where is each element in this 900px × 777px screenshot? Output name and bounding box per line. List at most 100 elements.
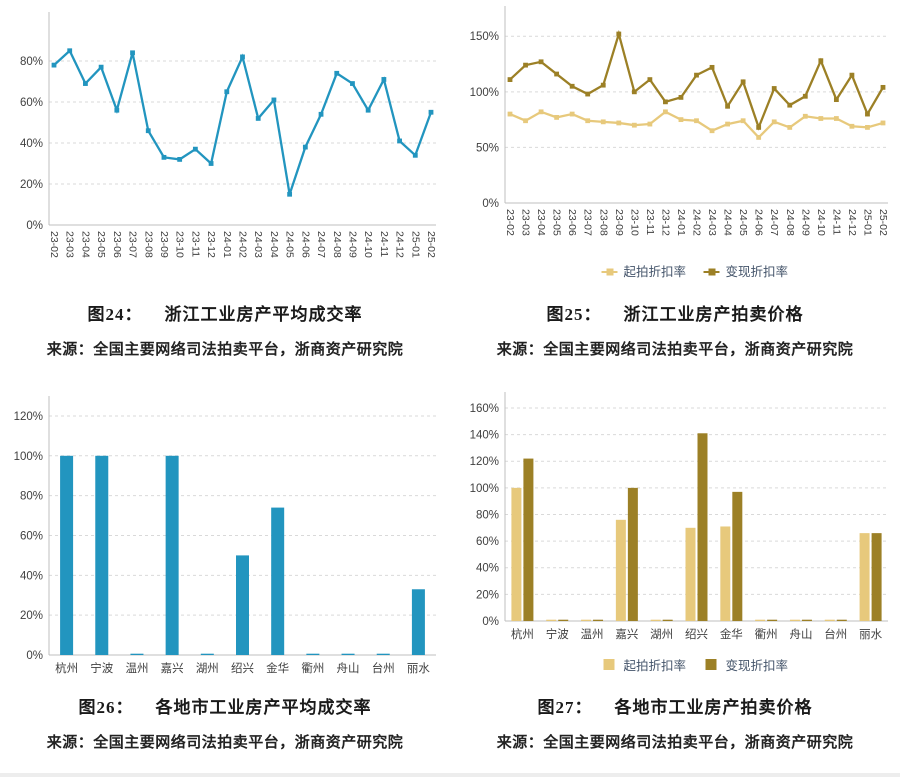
bar bbox=[376, 653, 390, 655]
x-tick-label: 23-10 bbox=[173, 231, 185, 258]
x-tick-label: 23-11 bbox=[643, 209, 655, 235]
figure-source-25: 来源：全国主要网络司法拍卖平台，浙商资产研究院 bbox=[496, 342, 854, 358]
y-tick-label: 0% bbox=[482, 198, 499, 210]
y-tick-label: 50% bbox=[475, 142, 498, 154]
x-tick-label: 23-07 bbox=[126, 231, 138, 258]
line-series bbox=[52, 48, 432, 195]
data-point-marker bbox=[522, 62, 528, 68]
x-tick-label: 23-12 bbox=[659, 209, 671, 236]
y-tick-label: 80% bbox=[19, 491, 42, 503]
x-tick-label: 湖州 bbox=[650, 627, 673, 641]
x-tick-label: 24-12 bbox=[845, 209, 857, 236]
data-point-marker bbox=[113, 107, 119, 113]
x-tick-label: 丽水 bbox=[859, 628, 882, 641]
x-tick-label: 23-06 bbox=[566, 209, 578, 236]
data-point-marker bbox=[302, 144, 308, 150]
y-tick-label: 100% bbox=[13, 451, 42, 463]
x-tick-label: 温州 bbox=[125, 661, 148, 675]
x-tick-label: 杭州 bbox=[510, 627, 533, 641]
figure-title-27: 各地市工业房产拍卖价格 bbox=[614, 698, 813, 717]
data-point-marker bbox=[693, 118, 699, 124]
bar bbox=[129, 653, 143, 655]
x-tick-label: 25-02 bbox=[425, 231, 437, 258]
bar bbox=[650, 619, 661, 621]
bar bbox=[94, 455, 108, 655]
data-point-marker bbox=[82, 81, 88, 86]
x-tick-label: 23-12 bbox=[205, 231, 217, 258]
data-point-marker bbox=[646, 77, 652, 82]
y-tick-label: 150% bbox=[469, 31, 498, 43]
x-tick-label: 台州 bbox=[824, 627, 847, 641]
data-point-marker bbox=[864, 125, 870, 130]
data-point-marker bbox=[864, 111, 870, 117]
bar bbox=[859, 533, 870, 621]
data-point-marker bbox=[662, 99, 668, 105]
data-point-marker bbox=[553, 71, 559, 77]
x-tick-label: 绍兴 bbox=[685, 627, 708, 641]
x-tick-label: 23-07 bbox=[581, 209, 593, 236]
data-point-marker bbox=[569, 83, 575, 89]
data-point-marker bbox=[724, 121, 730, 127]
data-point-marker bbox=[771, 86, 777, 91]
x-tick-label: 23-03 bbox=[63, 231, 75, 258]
legend-swatch-icon bbox=[705, 659, 716, 670]
line-series bbox=[509, 110, 883, 140]
x-tick-label: 嘉兴 bbox=[615, 628, 638, 641]
legend-marker-icon bbox=[708, 268, 715, 276]
data-point-marker bbox=[631, 122, 637, 128]
data-point-marker bbox=[412, 152, 418, 158]
y-tick-label: 20% bbox=[475, 589, 498, 601]
data-point-marker bbox=[740, 79, 746, 85]
x-tick-label: 25-01 bbox=[861, 209, 873, 236]
x-tick-label: 24-04 bbox=[267, 231, 279, 258]
bar bbox=[165, 455, 179, 655]
y-tick-label: 20% bbox=[19, 610, 42, 622]
x-tick-label: 24-11 bbox=[830, 209, 842, 235]
bar bbox=[801, 619, 812, 621]
y-tick-label: 140% bbox=[469, 430, 498, 442]
data-point-marker bbox=[724, 103, 730, 109]
bar bbox=[510, 487, 521, 621]
x-tick-label: 23-06 bbox=[110, 231, 122, 258]
data-point-marker bbox=[678, 94, 683, 100]
figure-number-24: 图24： bbox=[87, 305, 143, 324]
bar bbox=[627, 487, 638, 621]
x-tick-label: 23-05 bbox=[95, 231, 107, 258]
x-tick-label: 湖州 bbox=[195, 661, 218, 675]
data-point-marker bbox=[880, 120, 885, 126]
data-point-marker bbox=[615, 120, 621, 126]
x-tick-label: 23-03 bbox=[519, 209, 531, 236]
chart-svg: 0% 20% 40% 60% 80% 100% 120% 140% 160% 杭州 宁波 温州 嘉兴 湖州… bbox=[469, 392, 888, 673]
data-point-marker bbox=[771, 119, 777, 125]
line-chart-zhejiang-avg-deal-rate: 0% 20% 40% 60% 80% 23-02 23-03 23-04 23-05 23-06 2… bbox=[3, 0, 448, 295]
data-point-marker bbox=[802, 93, 808, 99]
data-point-marker bbox=[678, 117, 683, 123]
data-point-marker bbox=[755, 125, 761, 130]
bar bbox=[719, 526, 730, 621]
bar bbox=[697, 433, 707, 621]
data-point-marker bbox=[223, 89, 229, 95]
y-tick-label: 40% bbox=[19, 138, 42, 150]
y-tick-label: 60% bbox=[475, 536, 498, 548]
x-tick-label: 24-06 bbox=[299, 231, 311, 258]
line-series bbox=[508, 29, 884, 131]
data-point-marker bbox=[208, 161, 213, 166]
data-point-marker bbox=[569, 111, 575, 117]
data-point-marker bbox=[349, 81, 355, 86]
x-tick-label: 23-09 bbox=[612, 209, 624, 236]
x-tick-label: 23-02 bbox=[504, 209, 516, 236]
figure-block-25: 0% 50% 100% 150% 23-02 23-03 23-04 23-05 23-06 23… bbox=[450, 0, 900, 388]
x-tick-label: 24-12 bbox=[393, 231, 405, 258]
data-point-marker bbox=[709, 64, 714, 70]
x-tick-label: 舟山 bbox=[789, 627, 812, 641]
figure-caption-25: 图25： 浙江工业房产拍卖价格 bbox=[450, 300, 900, 325]
x-tick-label: 衢州 bbox=[754, 627, 777, 641]
legend-label: 变现折扣率 bbox=[725, 658, 788, 673]
data-point-marker bbox=[553, 114, 559, 120]
x-tick-label: 杭州 bbox=[55, 661, 78, 675]
bar bbox=[522, 458, 533, 621]
x-tick-label: 23-11 bbox=[189, 231, 201, 257]
data-point-marker bbox=[662, 109, 668, 115]
figure-number-26: 图26： bbox=[78, 698, 134, 717]
x-tick-label: 24-10 bbox=[814, 209, 826, 236]
